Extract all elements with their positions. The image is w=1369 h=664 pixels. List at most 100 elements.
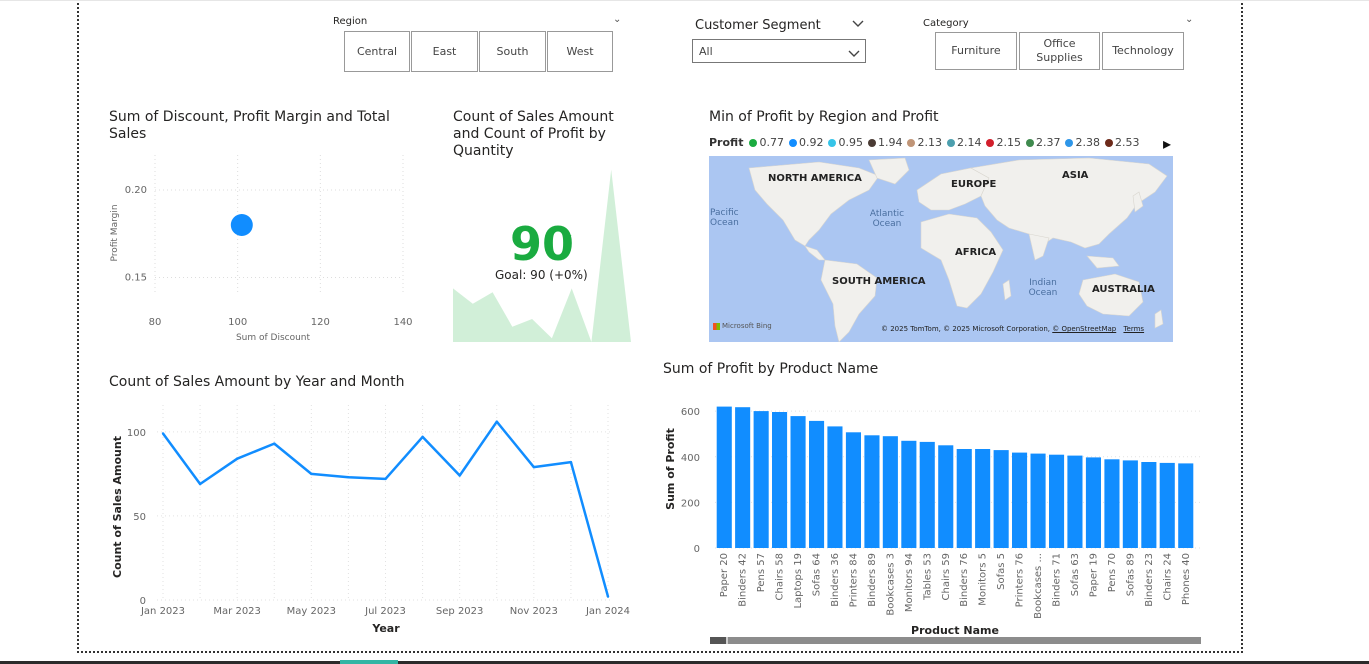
legend-item[interactable]: 2.38 (1065, 136, 1100, 149)
x-axis-title: Year (371, 622, 400, 635)
line-point[interactable] (421, 436, 423, 438)
line-point[interactable] (310, 473, 312, 475)
bar[interactable] (1067, 456, 1082, 548)
bar[interactable] (1086, 457, 1101, 548)
map-area[interactable]: NORTH AMERICA EUROPE ASIA AFRICA SOUTH A… (709, 156, 1173, 342)
region-tile-east[interactable]: East (411, 31, 478, 72)
bar[interactable] (938, 445, 953, 548)
legend-label: 2.13 (917, 136, 942, 149)
bar[interactable] (754, 411, 769, 548)
x-tick-label: Sofas 63 (1070, 553, 1081, 596)
line-point[interactable] (273, 442, 275, 444)
bar[interactable] (864, 435, 879, 548)
legend-item[interactable]: 0.95 (828, 136, 863, 149)
bar[interactable] (994, 450, 1009, 548)
line-point[interactable] (607, 595, 609, 597)
x-tick-label: Sofas 5 (996, 553, 1007, 590)
legend-item[interactable]: 0.92 (789, 136, 824, 149)
legend-item[interactable]: 2.14 (947, 136, 982, 149)
bar-chart[interactable]: 600 400 200 0 Paper 20 Binders 42 Pens 57 Chair… (655, 395, 1215, 645)
legend-item[interactable]: 0.77 (749, 136, 784, 149)
bar[interactable] (975, 449, 990, 548)
legend-label: 2.37 (1036, 136, 1061, 149)
legend-next-icon[interactable]: ▸ (1163, 134, 1171, 153)
bar[interactable] (920, 442, 935, 548)
legend-dot-icon (907, 139, 915, 147)
region-tile-central[interactable]: Central (344, 31, 410, 72)
bar[interactable] (717, 407, 732, 548)
legend-item[interactable]: 2.15 (986, 136, 1021, 149)
bar[interactable] (957, 449, 972, 548)
bar[interactable] (1141, 462, 1156, 548)
x-tick-label: Monitors 5 (978, 553, 989, 606)
legend-item[interactable]: 1.94 (868, 136, 903, 149)
chevron-down-icon[interactable] (852, 14, 864, 33)
segment-dropdown[interactable]: All (692, 39, 866, 63)
legend-item[interactable]: 2.53 (1105, 136, 1140, 149)
legend-label: 0.77 (759, 136, 784, 149)
bar[interactable] (735, 407, 750, 548)
bar[interactable] (791, 416, 806, 548)
y-tick-label: 200 (681, 498, 700, 509)
legend-dot-icon (868, 139, 876, 147)
legend-label: 2.14 (957, 136, 982, 149)
line-point[interactable] (384, 478, 386, 480)
kpi-goal: Goal: 90 (+0%) (495, 268, 588, 282)
category-tile-technology[interactable]: Technology (1102, 32, 1184, 70)
chevron-down-icon[interactable]: ⌄ (1185, 14, 1193, 25)
bar[interactable] (883, 436, 898, 548)
bar[interactable] (846, 432, 861, 548)
legend-dot-icon (986, 139, 994, 147)
bar-title: Sum of Profit by Product Name (663, 361, 878, 378)
line-point[interactable] (199, 483, 201, 485)
category-tile-office-supplies[interactable]: Office Supplies (1019, 32, 1100, 70)
bar[interactable] (901, 441, 916, 548)
x-axis-title: Sum of Discount (236, 333, 311, 343)
category-tile-furniture[interactable]: Furniture (935, 32, 1017, 70)
x-tick-label: Mar 2023 (213, 606, 261, 617)
bar[interactable] (1012, 453, 1027, 548)
line-point[interactable] (533, 466, 535, 468)
line-point[interactable] (458, 474, 460, 476)
x-tick-label: Paper 19 (1089, 553, 1100, 597)
bar[interactable] (809, 421, 824, 548)
segment-slicer-title: Customer Segment (695, 18, 821, 33)
legend-item[interactable]: 2.37 (1026, 136, 1061, 149)
y-axis-title: Count of Sales Amount (111, 436, 124, 578)
scatter-point[interactable] (231, 214, 253, 236)
legend-item[interactable]: 2.13 (907, 136, 942, 149)
bar[interactable] (1031, 454, 1046, 548)
scrollbar-thumb[interactable] (728, 637, 1201, 644)
bar[interactable] (1123, 460, 1138, 548)
chevron-down-icon[interactable] (848, 45, 860, 64)
scatter-chart[interactable]: 0.20 0.15 80 100 120 140 Sum of Discount Profit… (100, 155, 420, 345)
region-tile-south[interactable]: South (479, 31, 546, 72)
x-tick-label: Binders 76 (959, 553, 970, 607)
line-point[interactable] (162, 432, 164, 434)
bar[interactable] (1049, 455, 1064, 548)
x-tick-label: 80 (149, 317, 162, 328)
bar[interactable] (772, 412, 787, 548)
x-tick-label: Chairs 58 (775, 553, 786, 600)
legend-label: 1.94 (878, 136, 903, 149)
scrollbar-handle[interactable] (710, 637, 726, 644)
y-tick-label: 0.20 (125, 185, 147, 196)
osm-link[interactable]: © OpenStreetMap (1052, 325, 1116, 333)
x-tick-label: Jan 2024 (585, 606, 630, 617)
bar[interactable] (827, 426, 842, 548)
bar[interactable] (1178, 463, 1193, 548)
bar[interactable] (1160, 463, 1175, 548)
label-south-america: SOUTH AMERICA (832, 276, 926, 287)
line-point[interactable] (496, 421, 498, 423)
x-tick-label: Paper 20 (719, 553, 730, 597)
chevron-down-icon[interactable]: ⌄ (613, 14, 621, 25)
region-tile-west[interactable]: West (547, 31, 613, 72)
bing-logo: Microsoft Bing (713, 322, 772, 330)
bar[interactable] (1104, 459, 1119, 548)
line-point[interactable] (347, 476, 349, 478)
x-tick-label: Bookcases ... (1033, 553, 1044, 619)
terms-link[interactable]: Terms (1123, 325, 1144, 333)
line-point[interactable] (236, 458, 238, 460)
line-point[interactable] (570, 461, 572, 463)
